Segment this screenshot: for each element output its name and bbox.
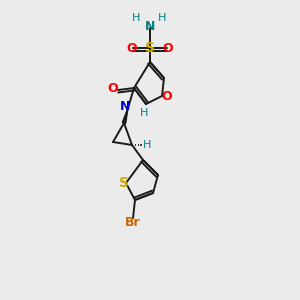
Text: H: H [140, 108, 148, 118]
Text: N: N [120, 100, 130, 113]
Text: H: H [132, 13, 140, 23]
Text: S: S [119, 176, 129, 190]
Text: O: O [127, 41, 137, 55]
Text: O: O [108, 82, 118, 95]
Text: O: O [162, 89, 172, 103]
Text: H: H [158, 13, 166, 23]
Text: O: O [163, 41, 173, 55]
Polygon shape [122, 108, 128, 124]
Text: Br: Br [125, 215, 141, 229]
Text: H: H [143, 140, 151, 150]
Text: S: S [145, 41, 155, 55]
Text: N: N [145, 20, 155, 32]
